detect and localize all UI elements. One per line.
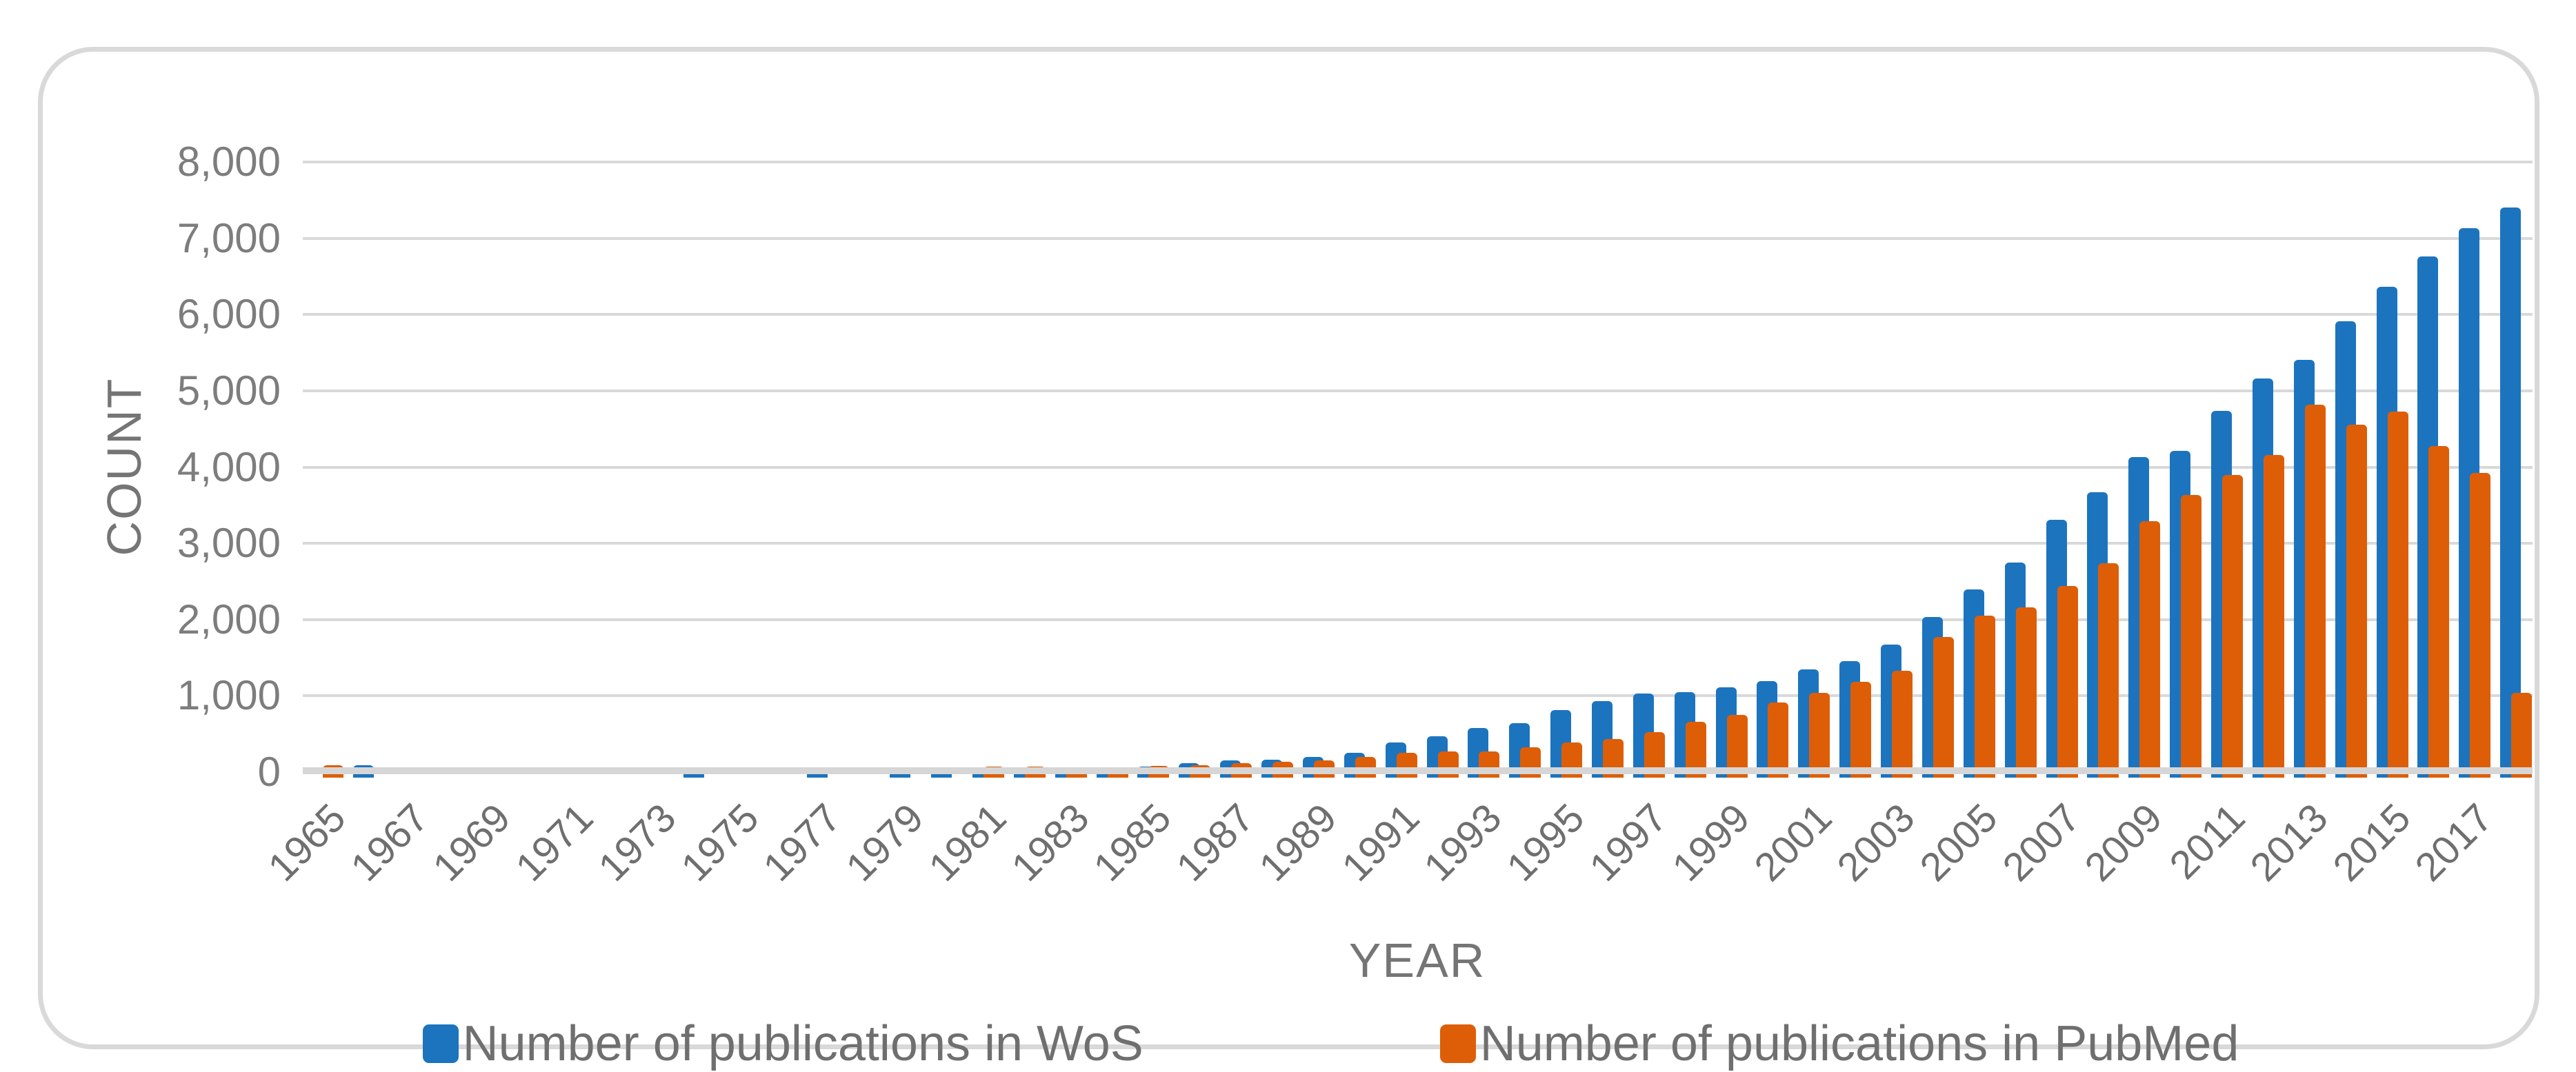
legend-item-wos[interactable]: Number of publications in WoS — [422, 1015, 1144, 1072]
wos-legend-swatch-icon — [422, 1024, 459, 1063]
gridline — [303, 694, 2533, 698]
y-tick-label: 7,000 — [177, 214, 281, 261]
bar-pubmed-1999[interactable] — [1726, 715, 1748, 778]
gridline — [303, 542, 2533, 545]
legend-label-wos: Number of publications in WoS — [462, 1016, 1144, 1071]
y-tick-label: 0 — [257, 749, 281, 795]
bar-pubmed-2018[interactable] — [2511, 692, 2533, 778]
chart-card: COUNT YEAR 0 1,000 2,000 3,000 4,000 5,000 6,0… — [38, 47, 2539, 1071]
plot-area — [303, 161, 2533, 778]
bar-pubmed-2012[interactable] — [2263, 454, 2284, 778]
y-tick-label: 4,000 — [177, 443, 281, 490]
bar-pubmed-2001[interactable] — [1809, 692, 1830, 778]
gridline — [303, 618, 2533, 621]
x-axis-line — [303, 767, 2533, 774]
bar-pubmed-2007[interactable] — [2057, 586, 2078, 778]
gridline — [303, 161, 2533, 163]
y-tick-label: 3,000 — [177, 520, 281, 567]
y-tick-label: 6,000 — [177, 291, 281, 338]
bar-pubmed-2010[interactable] — [2181, 495, 2202, 778]
bar-pubmed-2006[interactable] — [2015, 607, 2037, 778]
y-tick-label: 2,000 — [177, 596, 281, 643]
bar-pubmed-2015[interactable] — [2387, 411, 2408, 778]
bar-pubmed-2004[interactable] — [1933, 637, 1954, 778]
bar-pubmed-2016[interactable] — [2428, 445, 2450, 778]
bar-pubmed-2000[interactable] — [1768, 702, 1789, 778]
bar-pubmed-2014[interactable] — [2346, 424, 2367, 778]
gridline — [303, 236, 2533, 240]
legend-label-pubmed: Number of publications in PubMed — [1479, 1016, 2239, 1071]
y-tick-label: 5,000 — [177, 367, 281, 414]
bar-pubmed-2005[interactable] — [1974, 616, 1995, 778]
bar-pubmed-2002[interactable] — [1850, 682, 1872, 778]
pubmed-legend-swatch-icon — [1439, 1024, 1476, 1063]
bar-pubmed-2008[interactable] — [2098, 563, 2119, 778]
y-tick-label: 8,000 — [177, 139, 281, 185]
gridline — [303, 465, 2533, 469]
legend-item-pubmed[interactable]: Number of publications in PubMed — [1439, 1015, 2239, 1072]
legend: Number of publications in WoS Number of … — [43, 1015, 2576, 1072]
bar-pubmed-2017[interactable] — [2470, 473, 2491, 778]
bar-pubmed-2011[interactable] — [2222, 474, 2244, 778]
gridline — [303, 389, 2533, 392]
bar-wos-2018[interactable] — [2500, 208, 2522, 778]
bar-pubmed-2013[interactable] — [2304, 404, 2326, 778]
bar-pubmed-2009[interactable] — [2139, 521, 2161, 778]
x-axis-title: YEAR — [1348, 933, 1486, 987]
bar-pubmed-2003[interactable] — [1892, 670, 1913, 778]
gridline — [303, 313, 2533, 316]
y-tick-label: 1,000 — [177, 672, 281, 719]
